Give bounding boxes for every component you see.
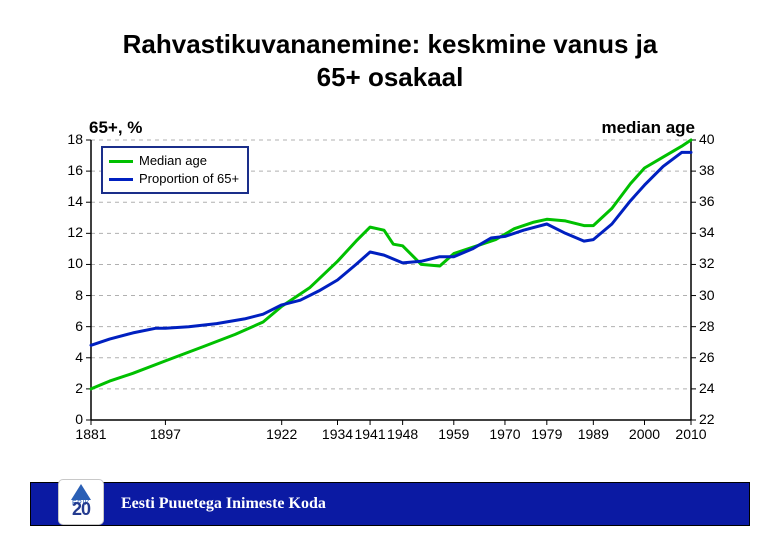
y-left-tick: 10 bbox=[53, 255, 83, 271]
y-right-tick: 22 bbox=[699, 411, 729, 427]
x-tick: 1959 bbox=[438, 426, 469, 442]
legend-item: Median age bbox=[109, 152, 239, 170]
legend-label: Median age bbox=[139, 152, 207, 170]
y-right-tick: 36 bbox=[699, 193, 729, 209]
y-left-tick: 8 bbox=[53, 287, 83, 303]
logo-triangle-icon bbox=[71, 484, 91, 500]
legend-item: Proportion of 65+ bbox=[109, 170, 239, 188]
y-right-tick: 30 bbox=[699, 287, 729, 303]
right-axis-title: median age bbox=[601, 118, 695, 138]
x-tick: 1989 bbox=[578, 426, 609, 442]
legend: Median ageProportion of 65+ bbox=[101, 146, 249, 194]
y-left-tick: 12 bbox=[53, 224, 83, 240]
y-right-tick: 26 bbox=[699, 349, 729, 365]
y-right-tick: 28 bbox=[699, 318, 729, 334]
x-tick: 1922 bbox=[266, 426, 297, 442]
y-left-tick: 14 bbox=[53, 193, 83, 209]
y-left-tick: 18 bbox=[53, 131, 83, 147]
x-tick: 1970 bbox=[489, 426, 520, 442]
y-right-tick: 40 bbox=[699, 131, 729, 147]
y-left-tick: 4 bbox=[53, 349, 83, 365]
footer-text: Eesti Puuetega Inimeste Koda bbox=[121, 495, 326, 513]
logo-number: 20 bbox=[72, 499, 90, 520]
chart-area: 65+, %median age024681012141618222426283… bbox=[55, 116, 725, 456]
x-tick: 2010 bbox=[675, 426, 706, 442]
title-line-2: 65+ osakaal bbox=[317, 62, 464, 92]
legend-label: Proportion of 65+ bbox=[139, 170, 239, 188]
footer-bar: EPIK 20 Eesti Puuetega Inimeste Koda bbox=[30, 482, 750, 526]
y-right-tick: 24 bbox=[699, 380, 729, 396]
legend-swatch bbox=[109, 178, 133, 181]
slide-title: Rahvastikuvananemine: keskmine vanus ja … bbox=[0, 28, 780, 93]
x-tick: 1934 bbox=[322, 426, 353, 442]
x-tick: 1948 bbox=[387, 426, 418, 442]
y-left-tick: 6 bbox=[53, 318, 83, 334]
y-left-tick: 16 bbox=[53, 162, 83, 178]
slide: Rahvastikuvananemine: keskmine vanus ja … bbox=[0, 0, 780, 540]
title-line-1: Rahvastikuvananemine: keskmine vanus ja bbox=[123, 29, 658, 59]
y-right-tick: 34 bbox=[699, 224, 729, 240]
y-right-tick: 38 bbox=[699, 162, 729, 178]
y-left-tick: 0 bbox=[53, 411, 83, 427]
x-tick: 1897 bbox=[150, 426, 181, 442]
x-tick: 1979 bbox=[531, 426, 562, 442]
x-tick: 2000 bbox=[629, 426, 660, 442]
x-tick: 1881 bbox=[75, 426, 106, 442]
y-right-tick: 32 bbox=[699, 255, 729, 271]
y-left-tick: 2 bbox=[53, 380, 83, 396]
left-axis-title: 65+, % bbox=[89, 118, 142, 138]
legend-swatch bbox=[109, 160, 133, 163]
x-tick: 1941 bbox=[354, 426, 385, 442]
logo-badge: EPIK 20 bbox=[59, 480, 103, 524]
